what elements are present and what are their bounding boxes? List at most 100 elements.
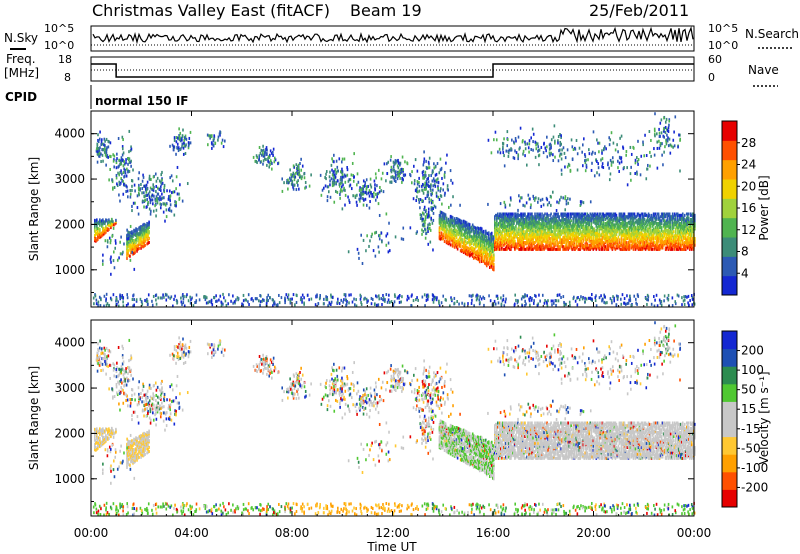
- power-cell: [482, 250, 485, 254]
- power-cell: [648, 222, 651, 226]
- power-cell: [524, 212, 526, 216]
- power-cell: [365, 203, 368, 207]
- power-cell: [490, 238, 493, 242]
- power-cell: [639, 216, 642, 220]
- power-cell: [468, 240, 471, 244]
- power-cell: [653, 245, 656, 249]
- power-cell: [672, 235, 675, 239]
- power-cell: [676, 231, 679, 235]
- power-cell: [686, 212, 689, 216]
- power-cell: [478, 243, 481, 247]
- power-cell: [100, 140, 103, 144]
- power-cell: [614, 228, 617, 232]
- power-cell: [582, 243, 585, 247]
- power-cell: [580, 212, 583, 216]
- power-cell: [510, 239, 512, 243]
- power-cell: [512, 230, 514, 234]
- power-cell: [585, 224, 588, 228]
- power-cell: [456, 229, 459, 233]
- power-cell: [618, 238, 621, 242]
- power-cell: [490, 231, 493, 235]
- power-cell: [447, 217, 450, 221]
- power-cell: [335, 159, 338, 163]
- power-cell: [638, 239, 641, 243]
- power-cell: [566, 227, 568, 231]
- power-cell: [584, 212, 587, 216]
- power-cell: [97, 229, 99, 233]
- power-cell: [547, 234, 549, 238]
- power-cell: [496, 219, 498, 223]
- power-cell: [96, 238, 98, 242]
- power-cell: [344, 193, 347, 197]
- power-cell: [333, 160, 335, 164]
- power-cell: [445, 224, 448, 228]
- power-cell: [513, 226, 515, 230]
- power-cell: [175, 152, 177, 156]
- power-cell: [456, 242, 459, 246]
- power-cell: [143, 205, 145, 209]
- power-cell: [179, 183, 181, 187]
- power-cell: [674, 213, 677, 217]
- freq-unit-label: [MHz]: [4, 66, 39, 80]
- power-cell: [549, 247, 551, 251]
- power-cell: [493, 241, 495, 245]
- nsky-trace: [91, 26, 694, 46]
- power-cell: [365, 178, 368, 182]
- power-cell: [128, 243, 130, 247]
- power-cell: [112, 186, 114, 190]
- power-cell: [549, 217, 551, 221]
- power-cell: [442, 227, 445, 231]
- power-cell: [94, 218, 96, 222]
- power-cell: [579, 242, 582, 246]
- power-cell: [556, 219, 558, 223]
- power-cell: [663, 212, 666, 216]
- power-cell: [649, 222, 652, 226]
- power-cell: [390, 175, 392, 179]
- power-cell: [643, 212, 646, 216]
- power-cell: [568, 231, 570, 235]
- power-cell: [141, 233, 143, 237]
- power-cell: [565, 216, 567, 220]
- power-cell: [124, 170, 126, 174]
- power-cell: [593, 212, 596, 216]
- power-cell: [453, 234, 456, 238]
- power-cell: [577, 234, 580, 238]
- power-cell: [642, 234, 645, 238]
- power-cell: [613, 228, 616, 232]
- power-cell: [672, 222, 675, 226]
- power-cell: [522, 234, 524, 238]
- power-cell: [687, 226, 690, 230]
- freq-tick-bottom: 8: [64, 71, 71, 84]
- power-cell: [610, 238, 613, 242]
- power-cell: [533, 224, 535, 228]
- power-cell: [146, 238, 148, 242]
- power-cell: [643, 243, 646, 247]
- power-cell: [545, 216, 547, 220]
- power-cell: [669, 242, 672, 246]
- power-cell: [490, 234, 493, 238]
- power-cell: [532, 220, 534, 224]
- power-cell: [600, 247, 603, 251]
- power-cell: [495, 232, 497, 236]
- power-cell: [474, 242, 477, 246]
- power-cell: [637, 236, 640, 240]
- power-cell: [451, 229, 454, 233]
- power-cell: [367, 191, 370, 195]
- power-cell: [512, 236, 514, 240]
- power-cell: [672, 230, 675, 234]
- power-cell: [489, 239, 492, 243]
- power-cell: [452, 224, 455, 228]
- power-cell: [558, 234, 560, 238]
- power-cell: [476, 249, 479, 253]
- power-cell: [517, 236, 519, 240]
- power-cell: [136, 244, 138, 248]
- power-cell: [569, 243, 571, 247]
- power-cell: [549, 236, 551, 240]
- power-cell: [94, 228, 96, 232]
- power-cell: [584, 219, 587, 223]
- power-cell: [115, 173, 118, 177]
- power-cell: [161, 181, 164, 185]
- power-cell: [168, 189, 171, 193]
- power-cell: [561, 215, 563, 219]
- power-cell: [638, 222, 641, 226]
